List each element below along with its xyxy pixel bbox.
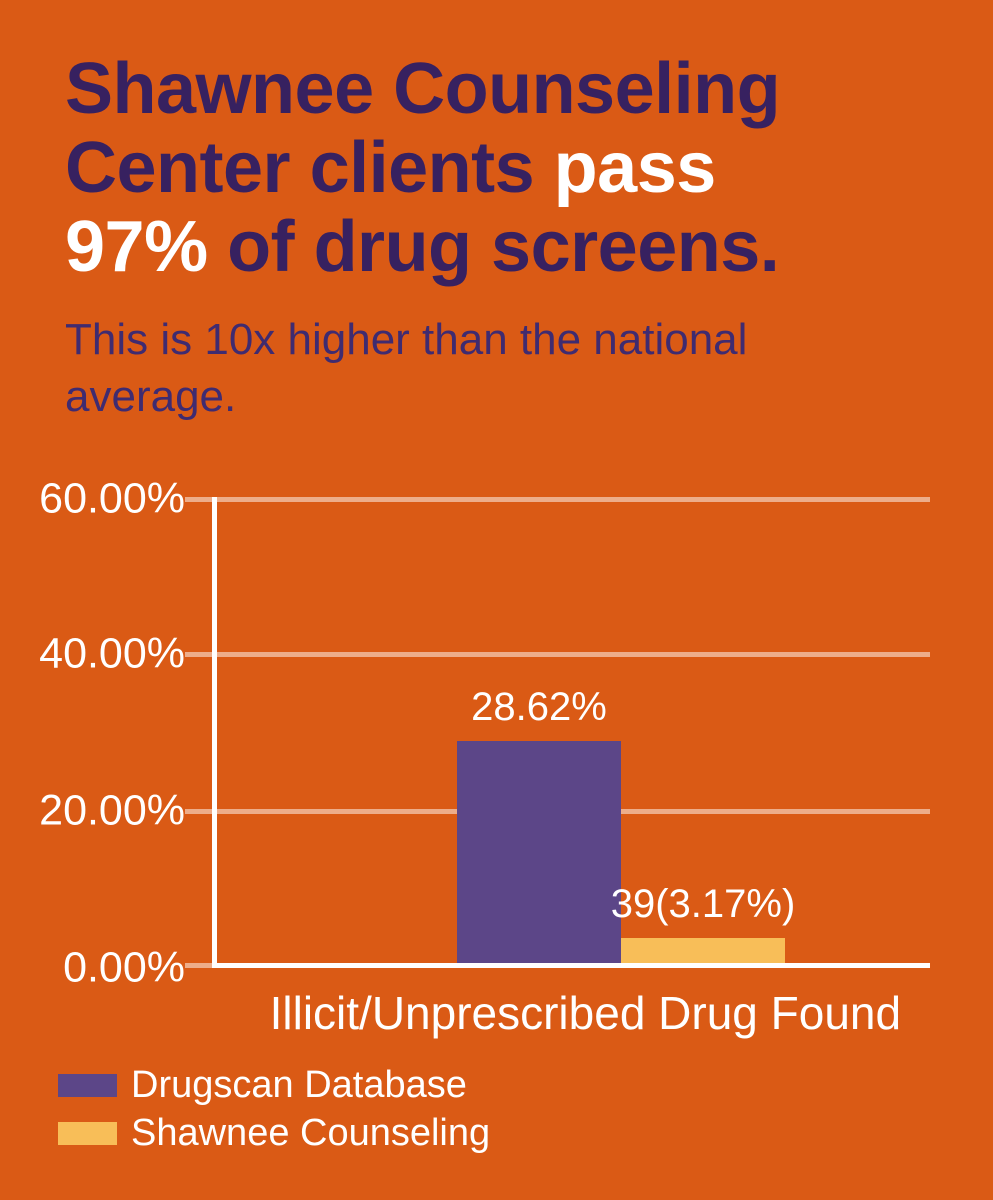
plot-area: 60.00% 40.00% 20.00% 0.00% 28.62% 39(3.1… (39, 475, 930, 1039)
page-title: Shawnee Counseling Center clients pass 97%… (65, 49, 781, 287)
legend-item-drugscan: Drugscan Database (58, 1062, 490, 1108)
y-axis-line (212, 497, 217, 968)
legend-label-drugscan: Drugscan Database (131, 1063, 467, 1106)
legend-item-shawnee: Shawnee Counseling (58, 1110, 490, 1156)
headline-segment: 97% (65, 207, 208, 287)
headline-segment: of drug screens. (207, 207, 780, 287)
bar-drugscan-database (457, 740, 621, 963)
bar-group: 28.62% 39(3.17%) (457, 497, 795, 963)
x-axis-category-label: Illicit/Unprescribed Drug Found (269, 987, 902, 1039)
headline-segment: Center clients (65, 128, 554, 208)
y-tick-label-20: 20.00% (39, 786, 185, 835)
bar-column-drugscan: 28.62% (457, 497, 621, 963)
bar-shawnee-counseling (621, 938, 785, 963)
legend-label-shawnee: Shawnee Counseling (131, 1111, 491, 1154)
chart-legend: Drugscan Database Shawnee Counseling (58, 1062, 490, 1158)
y-tick-label-60: 60.00% (39, 474, 185, 523)
y-tick-label-0: 0.00% (63, 943, 185, 992)
gridline-40pct (185, 651, 930, 657)
legend-swatch-shawnee (58, 1121, 117, 1145)
headline-segment: Shawnee Counseling (65, 49, 781, 129)
headline-segment: pass (553, 128, 717, 208)
tick-0pct (185, 963, 212, 968)
bar-column-shawnee: 39(3.17%) (611, 497, 795, 963)
x-axis-line (212, 963, 930, 968)
legend-swatch-drugscan (58, 1073, 117, 1097)
gridline-60pct (185, 497, 930, 502)
bar-value-label-drugscan: 28.62% (471, 684, 607, 729)
subtitle-text: This is 10x higher than the national ave… (65, 315, 748, 421)
y-tick-label-40: 40.00% (39, 629, 185, 678)
bar-value-label-shawnee: 39(3.17%) (610, 882, 796, 927)
